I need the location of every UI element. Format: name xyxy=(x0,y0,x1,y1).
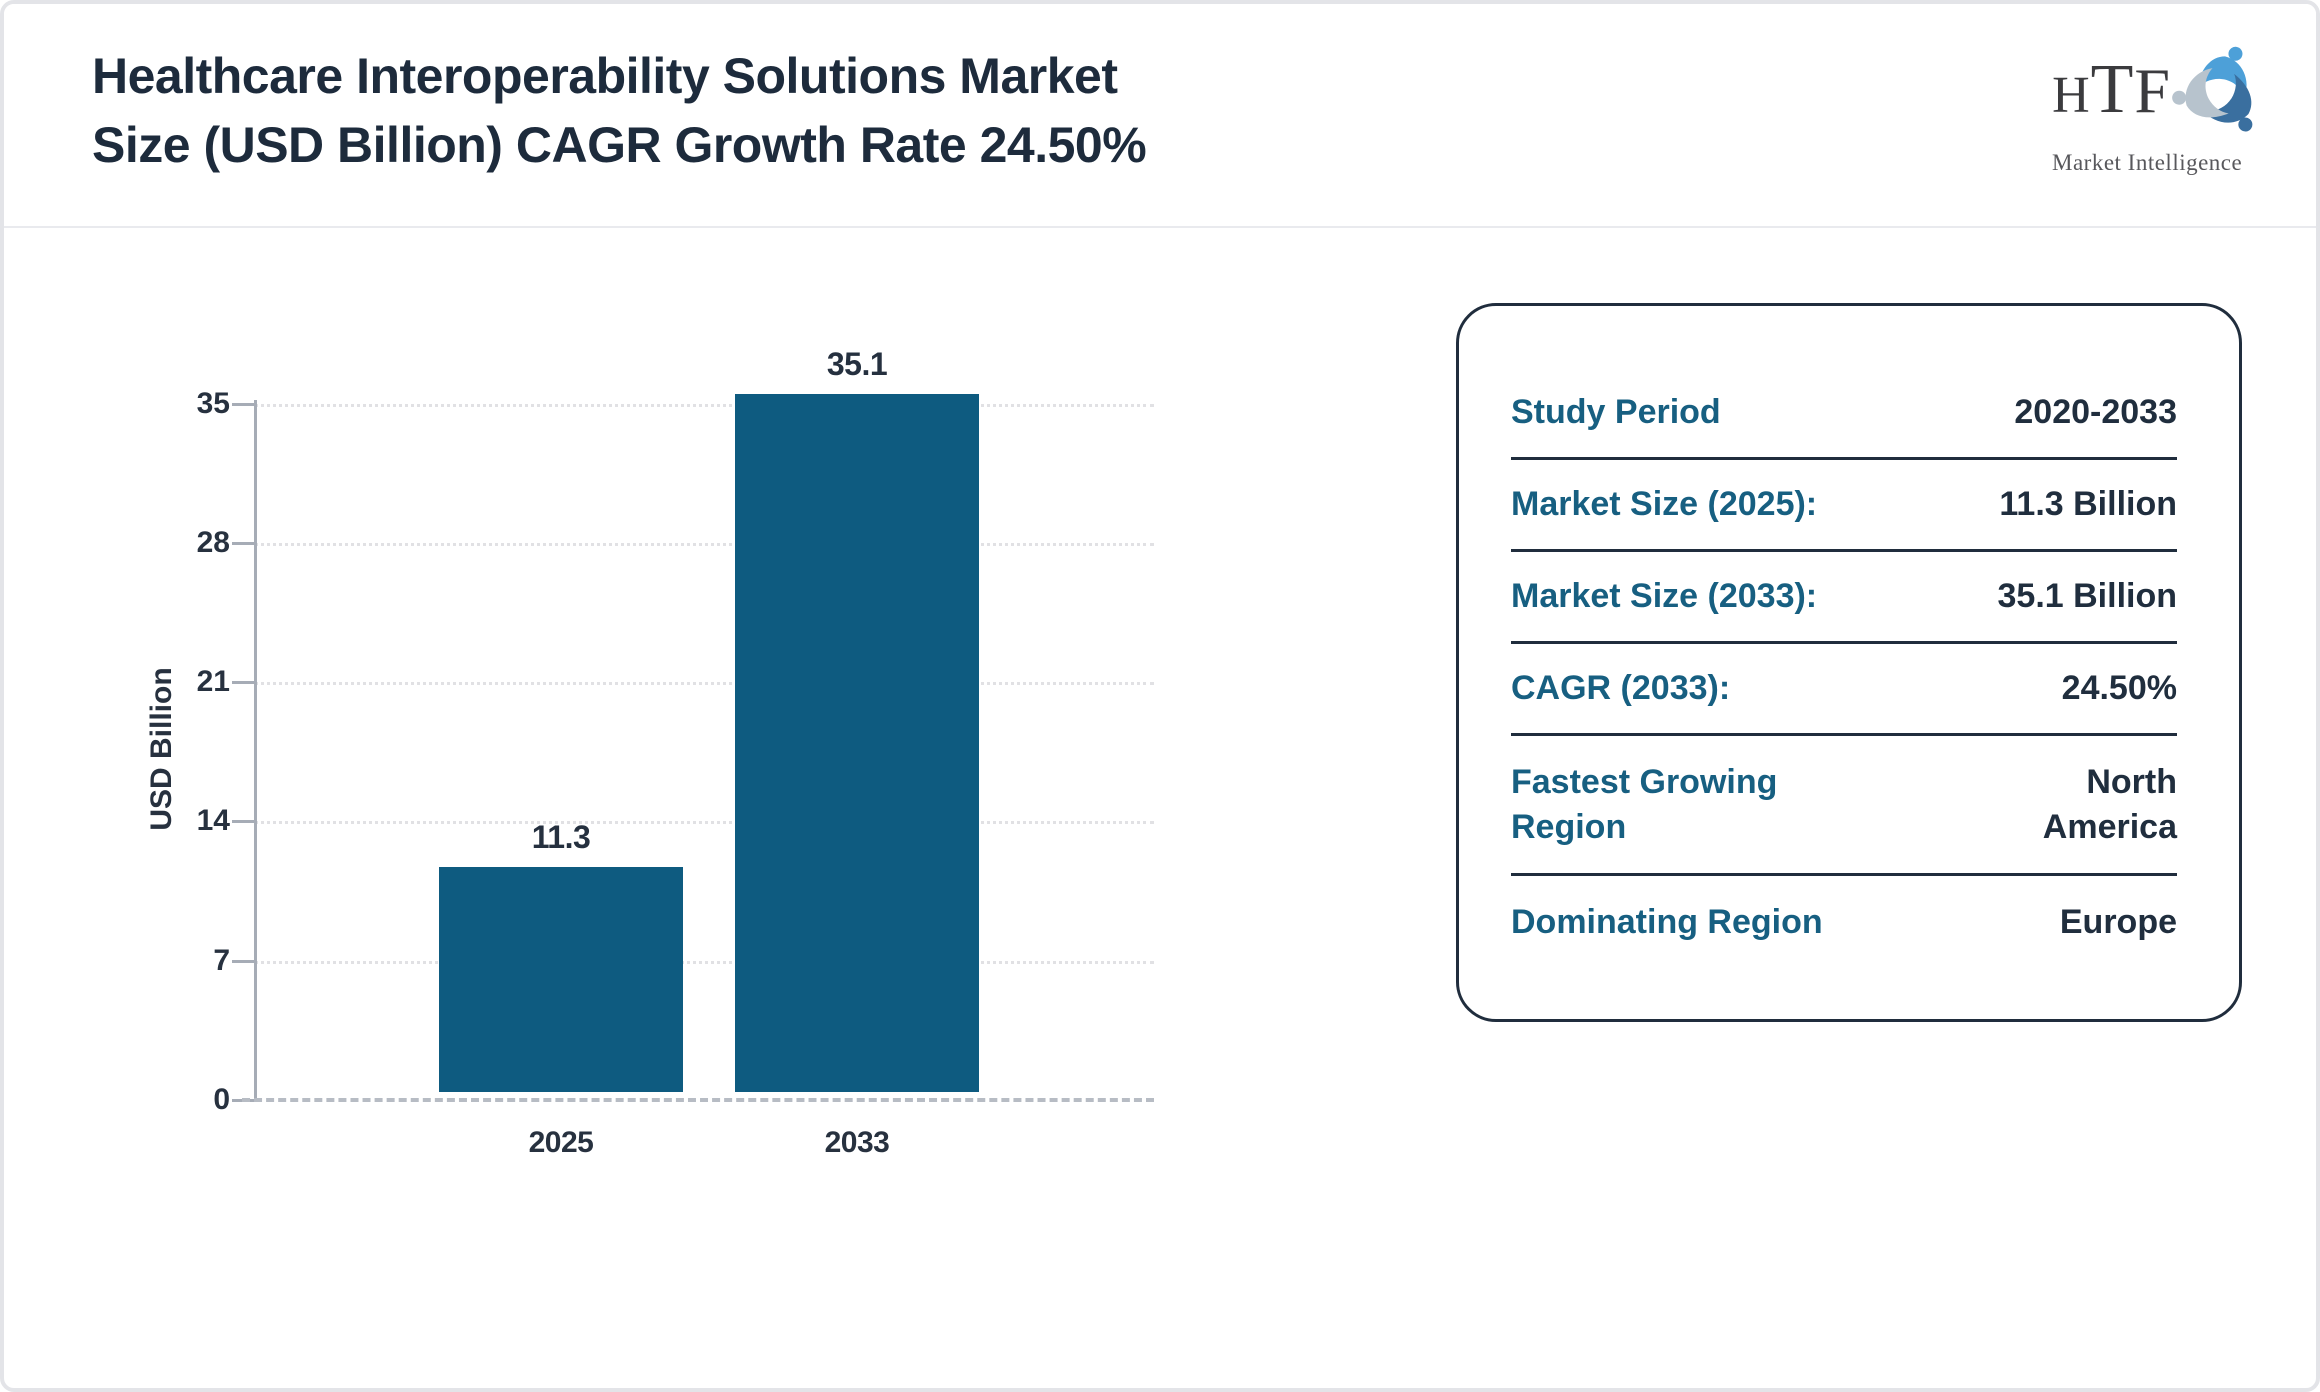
y-tick-14: 14 xyxy=(196,804,230,837)
row-value: 2020-2033 xyxy=(2014,393,2177,432)
gridline-21 xyxy=(254,682,1154,685)
x-tick-2025: 2025 xyxy=(528,1126,594,1159)
row-label: Study Period xyxy=(1511,393,1721,432)
logo-wordmark: HTF xyxy=(2052,50,2170,130)
y-axis-line xyxy=(254,400,257,1102)
row-label: CAGR (2033): xyxy=(1511,669,1731,708)
logo-subtitle: Market Intelligence xyxy=(2052,150,2243,175)
gridline-14 xyxy=(254,821,1154,824)
row-value: 24.50% xyxy=(2061,669,2177,708)
row-market-size-2033: Market Size (2033): 35.1 Billion xyxy=(1511,552,2177,644)
logo-swirl-icon xyxy=(2172,46,2253,132)
bar-2025: 11.3 xyxy=(439,819,683,1092)
gridline-7 xyxy=(254,961,1154,964)
row-label: Market Size (2025): xyxy=(1511,485,1818,524)
page-title: Healthcare Interoperability Solutions Ma… xyxy=(92,48,1147,173)
row-study-period: Study Period 2020-2033 xyxy=(1511,368,2177,460)
bar-2033-value-label: 35.1 xyxy=(826,346,888,382)
htf-logo: HTF Market Intelli xyxy=(2052,42,2282,192)
y-tick-0: 0 xyxy=(213,1083,230,1116)
row-label: Dominating Region xyxy=(1511,902,1823,941)
row-value: North America xyxy=(2042,763,2177,846)
summary-panel: Study Period 2020-2033 Market Size (2025… xyxy=(1456,303,2242,1022)
y-tick-21: 21 xyxy=(196,665,230,698)
gridline-28 xyxy=(254,543,1154,546)
x-tick-2033: 2033 xyxy=(824,1126,890,1159)
header: Healthcare Interoperability Solutions Ma… xyxy=(4,4,2316,226)
row-value: 35.1 Billion xyxy=(1997,577,2178,616)
logo-letter-t: T xyxy=(2090,51,2135,128)
y-tickmark-7 xyxy=(232,960,254,963)
y-tick-35: 35 xyxy=(196,387,230,420)
row-value: Europe xyxy=(2059,902,2177,941)
bar-2025-value-label: 11.3 xyxy=(531,819,591,855)
row-value: 11.3 Billion xyxy=(1999,485,2177,524)
row-dominating-region: Dominating Region Europe xyxy=(1511,876,2177,968)
row-fastest-growing-region: Fastest Growing Region North America xyxy=(1511,736,2177,876)
logo-letter-f: F xyxy=(2134,55,2170,126)
y-tickmark-28 xyxy=(232,542,254,545)
y-tickmark-35 xyxy=(232,403,254,406)
x-axis-baseline xyxy=(242,1098,1154,1102)
row-label: Market Size (2033): xyxy=(1511,577,1818,616)
row-cagr: CAGR (2033): 24.50% xyxy=(1511,644,2177,736)
bar-2033: 35.1 xyxy=(735,346,979,1092)
y-tickmark-14 xyxy=(232,820,254,823)
header-divider xyxy=(4,226,2316,228)
y-tickmark-21 xyxy=(232,681,254,684)
y-tick-7: 7 xyxy=(213,944,230,977)
gridline-35 xyxy=(254,404,1154,407)
row-label: Fastest Growing Region xyxy=(1511,763,1778,846)
row-market-size-2025: Market Size (2025): 11.3 Billion xyxy=(1511,460,2177,552)
logo-letter-h: H xyxy=(2052,67,2091,124)
y-tick-28: 28 xyxy=(196,526,230,559)
